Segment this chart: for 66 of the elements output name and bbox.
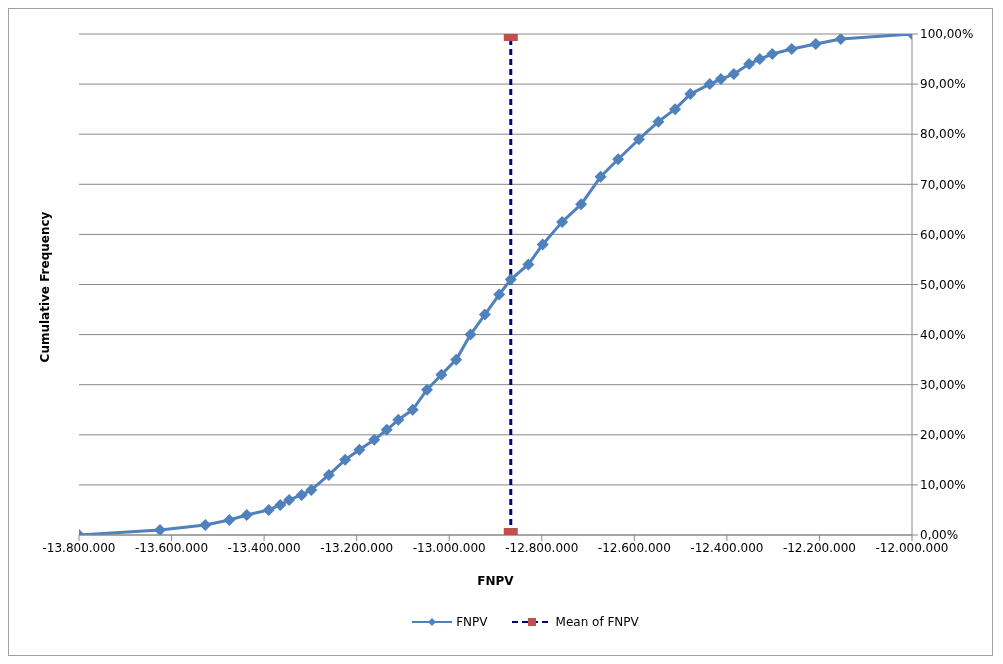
y-tick-label: 80,00%: [920, 127, 966, 142]
point: [199, 518, 212, 531]
point: [743, 58, 756, 71]
point: [450, 353, 463, 366]
point: [753, 53, 766, 66]
point: [295, 488, 308, 501]
y-tick-label: 10,00%: [920, 478, 966, 493]
y-tick-label: 70,00%: [920, 177, 966, 192]
y-tick-label: 100,00%: [920, 27, 974, 42]
legend-label: FNPV: [456, 615, 488, 629]
point: [339, 453, 352, 466]
point: [274, 498, 287, 511]
x-tick-label: -12.600.000: [597, 540, 671, 555]
point: [262, 503, 275, 516]
x-tick-label: -13.600.000: [135, 540, 209, 555]
point: [478, 308, 491, 321]
x-tick-label: -13.400.000: [227, 540, 301, 555]
point: [809, 38, 822, 51]
point: [522, 258, 535, 271]
point: [703, 78, 716, 91]
point: [240, 508, 253, 521]
y-tick-label: 50,00%: [920, 277, 966, 292]
point: [353, 443, 366, 456]
y-tick-label: 40,00%: [920, 327, 966, 342]
x-axis-title: FNPV: [477, 574, 515, 588]
point: [684, 88, 697, 101]
point: [368, 433, 381, 446]
point: [305, 483, 318, 496]
y-tick-label: 0,00%: [920, 528, 959, 543]
point: [834, 34, 847, 46]
point: [766, 48, 779, 61]
x-tick-label: -12.000.000: [875, 540, 949, 555]
x-tick-label: -12.200.000: [782, 540, 856, 555]
x-tick-label: -12.400.000: [690, 540, 764, 555]
x-tick-label: -13.200.000: [320, 540, 394, 555]
point: [612, 153, 625, 166]
point: [504, 273, 517, 286]
point: [652, 115, 665, 128]
point: [714, 73, 727, 86]
point: [556, 215, 569, 228]
point: [464, 328, 477, 341]
x-tick-label: -13.000.000: [412, 540, 486, 555]
point: [392, 413, 405, 426]
point: [493, 288, 506, 301]
point: [669, 103, 682, 116]
x-tick-label: -12.800.000: [505, 540, 579, 555]
point: [435, 368, 448, 381]
point: [421, 383, 434, 396]
legend-label: Mean of FNPV: [555, 615, 639, 629]
point: [406, 403, 419, 416]
y-axis-title: Cumulative Frequency: [38, 211, 52, 363]
point: [594, 170, 607, 183]
point: [283, 493, 296, 506]
point: [223, 513, 236, 526]
x-tick-label: -13.800.000: [42, 540, 116, 555]
point: [632, 133, 645, 146]
y-tick-label: 30,00%: [920, 377, 966, 392]
y-tick-label: 60,00%: [920, 227, 966, 242]
point: [380, 423, 393, 436]
point: [536, 238, 549, 251]
y-tick-label: 90,00%: [920, 77, 966, 92]
point: [727, 68, 740, 81]
point: [322, 468, 335, 481]
point: [785, 43, 798, 56]
point: [575, 198, 588, 211]
y-tick-label: 20,00%: [920, 428, 966, 443]
